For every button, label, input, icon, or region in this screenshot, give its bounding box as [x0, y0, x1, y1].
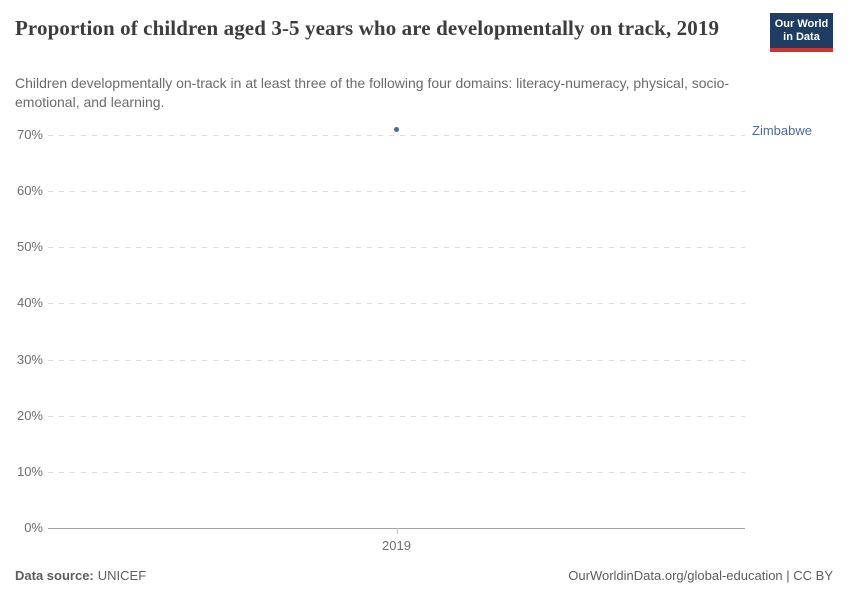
data-source-label: Data source:	[15, 568, 94, 583]
data-source: Data source: UNICEF	[15, 567, 146, 584]
chart-subtitle: Children developmentally on-track in at …	[15, 75, 730, 110]
owid-logo[interactable]: Our World in Data	[770, 13, 833, 52]
gridline	[48, 359, 745, 361]
gridline	[48, 415, 745, 417]
y-axis-tick-label: 70%	[16, 127, 43, 142]
owid-logo-line2: in Data	[783, 31, 820, 43]
y-axis-tick-label: 40%	[16, 295, 43, 311]
chart-footer: Data source: UNICEF OurWorldinData.org/gl…	[15, 567, 833, 584]
gridline	[48, 471, 745, 473]
attribution-link[interactable]: OurWorldinData.org/global-education | CC…	[568, 568, 833, 583]
y-axis-tick-label: 50%	[16, 239, 43, 255]
gridline	[48, 247, 745, 249]
y-axis-tick-label: 20%	[16, 407, 43, 423]
gridline	[48, 303, 745, 305]
y-axis-tick-label: 0%	[24, 520, 43, 535]
data-source-value: UNICEF	[97, 568, 147, 583]
x-axis-tick-label: 2019	[382, 538, 411, 553]
data-point-zimbabwe[interactable]	[394, 126, 399, 132]
y-axis-tick-label: 30%	[16, 351, 43, 367]
x-axis-tick-mark	[396, 528, 398, 534]
y-axis-tick-label: 10%	[16, 463, 43, 479]
y-axis-tick-label: 60%	[16, 183, 43, 199]
chart-title: Proportion of children aged 3-5 years wh…	[15, 16, 720, 40]
series-label-zimbabwe[interactable]: Zimbabwe	[752, 123, 812, 139]
owid-logo-line1: Our World	[774, 18, 829, 30]
gridline	[48, 135, 745, 136]
gridline	[48, 191, 745, 193]
